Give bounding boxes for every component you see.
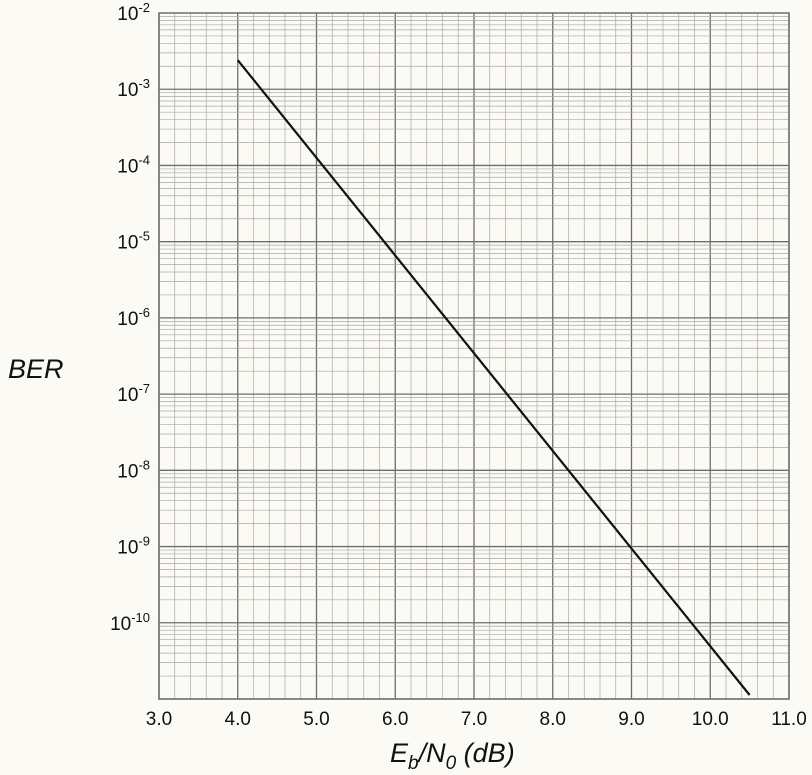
x-tick-label: 8.0 [540,709,566,730]
x-axis-title-unit: (dB) [456,738,515,768]
x-tick-label: 3.0 [146,709,172,730]
y-tick-label: 10-6 [117,305,150,330]
x-tick-label: 10.0 [692,709,729,730]
x-axis-title-e: E [390,738,409,768]
series-layer [236,59,751,696]
y-tick-label: 10-4 [117,152,150,177]
ber-curve-line [236,59,751,696]
x-tick-label: 11.0 [771,709,807,730]
x-tick-label: 6.0 [382,709,408,730]
plot-frame [158,12,790,700]
x-tick-label: 7.0 [461,709,487,730]
x-tick-label: 9.0 [618,709,644,730]
x-axis-title-slash: /N [417,738,447,768]
y-tick-label: 10-9 [117,534,150,559]
y-tick-label: 10-5 [117,229,150,254]
x-tick-labels: 3.0 4.0 5.0 6.0 7.0 8.0 9.0 10.0 11.0 [146,709,807,730]
x-axis-title: Eb/N0 (dB) [390,738,515,774]
y-tick-label: 10-10 [110,610,150,635]
y-tick-label: 10-7 [117,381,150,406]
y-tick-label: 10-3 [117,76,150,101]
y-tick-label: 10-8 [117,457,150,482]
y-tick-labels: 10-2 10-3 10-4 10-5 10-6 10-7 10-8 10-9 10-10 [110,0,150,635]
x-axis-title-e-sub: b [408,753,419,774]
x-tick-label: 4.0 [225,709,251,730]
y-axis-title: BER [8,354,64,384]
x-axis-title-n-sub: 0 [446,753,457,774]
y-tick-label: 10-2 [117,0,150,25]
x-tick-label: 5.0 [303,709,329,730]
grid [158,12,790,700]
